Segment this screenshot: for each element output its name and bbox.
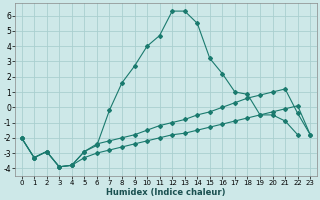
X-axis label: Humidex (Indice chaleur): Humidex (Indice chaleur)	[106, 188, 226, 197]
